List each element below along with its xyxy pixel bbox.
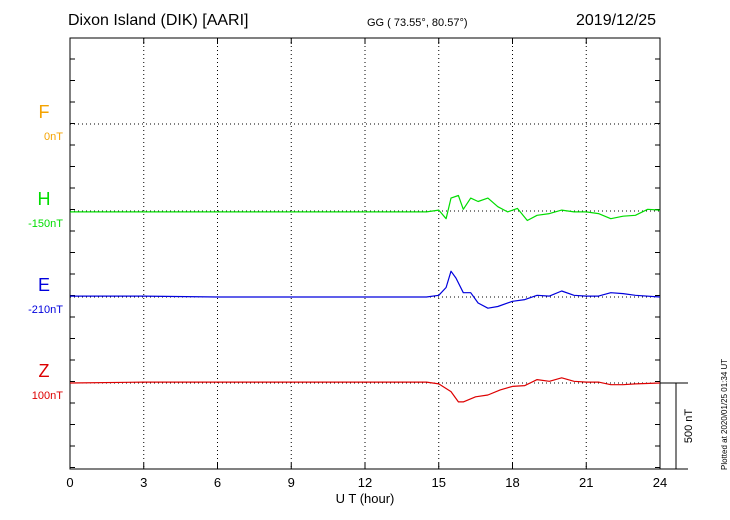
baseline-value-e: -210nT: [28, 304, 63, 316]
baseline-value-h: -150nT: [28, 218, 63, 230]
plotted-timestamp: Plotted at 2020/01/25 01:34 UT: [720, 358, 729, 470]
x-tick-label: 6: [214, 475, 221, 490]
series-line-h: [70, 194, 661, 222]
x-tick-label: 21: [579, 475, 593, 490]
x-tick-label: 0: [66, 475, 73, 490]
component-label-e: E: [38, 275, 50, 295]
baseline-value-f: 0nT: [44, 131, 63, 143]
date-label: 2019/12/25: [576, 12, 657, 29]
component-label-h: H: [38, 189, 51, 209]
station-coordinates: GG ( 73.55°, 80.57°): [367, 17, 468, 29]
x-tick-label: 12: [358, 475, 372, 490]
x-tick-label: 9: [288, 475, 295, 490]
series-line-z: [69, 377, 661, 403]
scale-bar-label: 500 nT: [683, 409, 695, 444]
component-label-f: F: [39, 102, 50, 122]
x-tick-label: 18: [505, 475, 519, 490]
component-label-z: Z: [39, 361, 50, 381]
x-axis-label: U T (hour): [336, 491, 395, 506]
x-tick-label: 3: [140, 475, 147, 490]
station-title: Dixon Island (DIK) [AARI]: [68, 12, 249, 29]
baseline-value-z: 100nT: [32, 390, 63, 402]
x-tick-label: 24: [653, 475, 667, 490]
series-line-e: [70, 270, 661, 309]
x-tick-label: 15: [432, 475, 446, 490]
